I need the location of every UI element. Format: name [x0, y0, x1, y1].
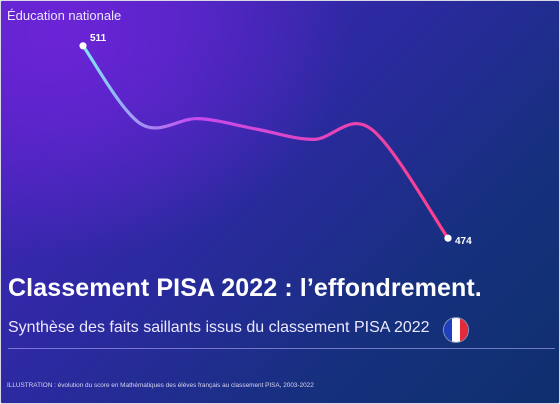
page-title: Classement PISA 2022 : l’effondrement.: [8, 274, 482, 302]
data-point-2022: [444, 234, 452, 242]
illustration-caption: ILLUSTRATION : évolution du score en Mat…: [7, 382, 314, 389]
kicker-label: Éducation nationale: [7, 8, 122, 23]
data-point-2003: [79, 42, 87, 50]
pisa-score-chart: 511 474: [79, 33, 472, 247]
france-flag-icon: [444, 318, 468, 342]
page-subtitle: Synthèse des faits saillants issus du cl…: [8, 319, 430, 336]
data-label-2003: 511: [90, 33, 107, 44]
divider: [8, 348, 555, 349]
score-line: [81, 44, 450, 240]
data-label-2022: 474: [455, 236, 472, 247]
